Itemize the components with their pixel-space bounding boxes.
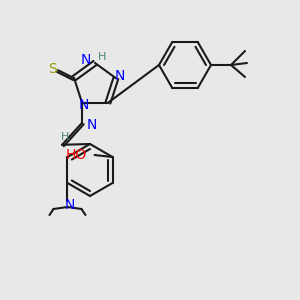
Text: H: H: [61, 132, 69, 142]
Text: N: N: [79, 98, 89, 112]
Text: N: N: [115, 69, 125, 83]
Text: N: N: [81, 53, 91, 67]
Text: N: N: [64, 198, 75, 212]
Text: HO: HO: [65, 148, 86, 162]
Text: N: N: [87, 118, 98, 132]
Text: S: S: [48, 62, 56, 76]
Text: H: H: [98, 52, 106, 62]
